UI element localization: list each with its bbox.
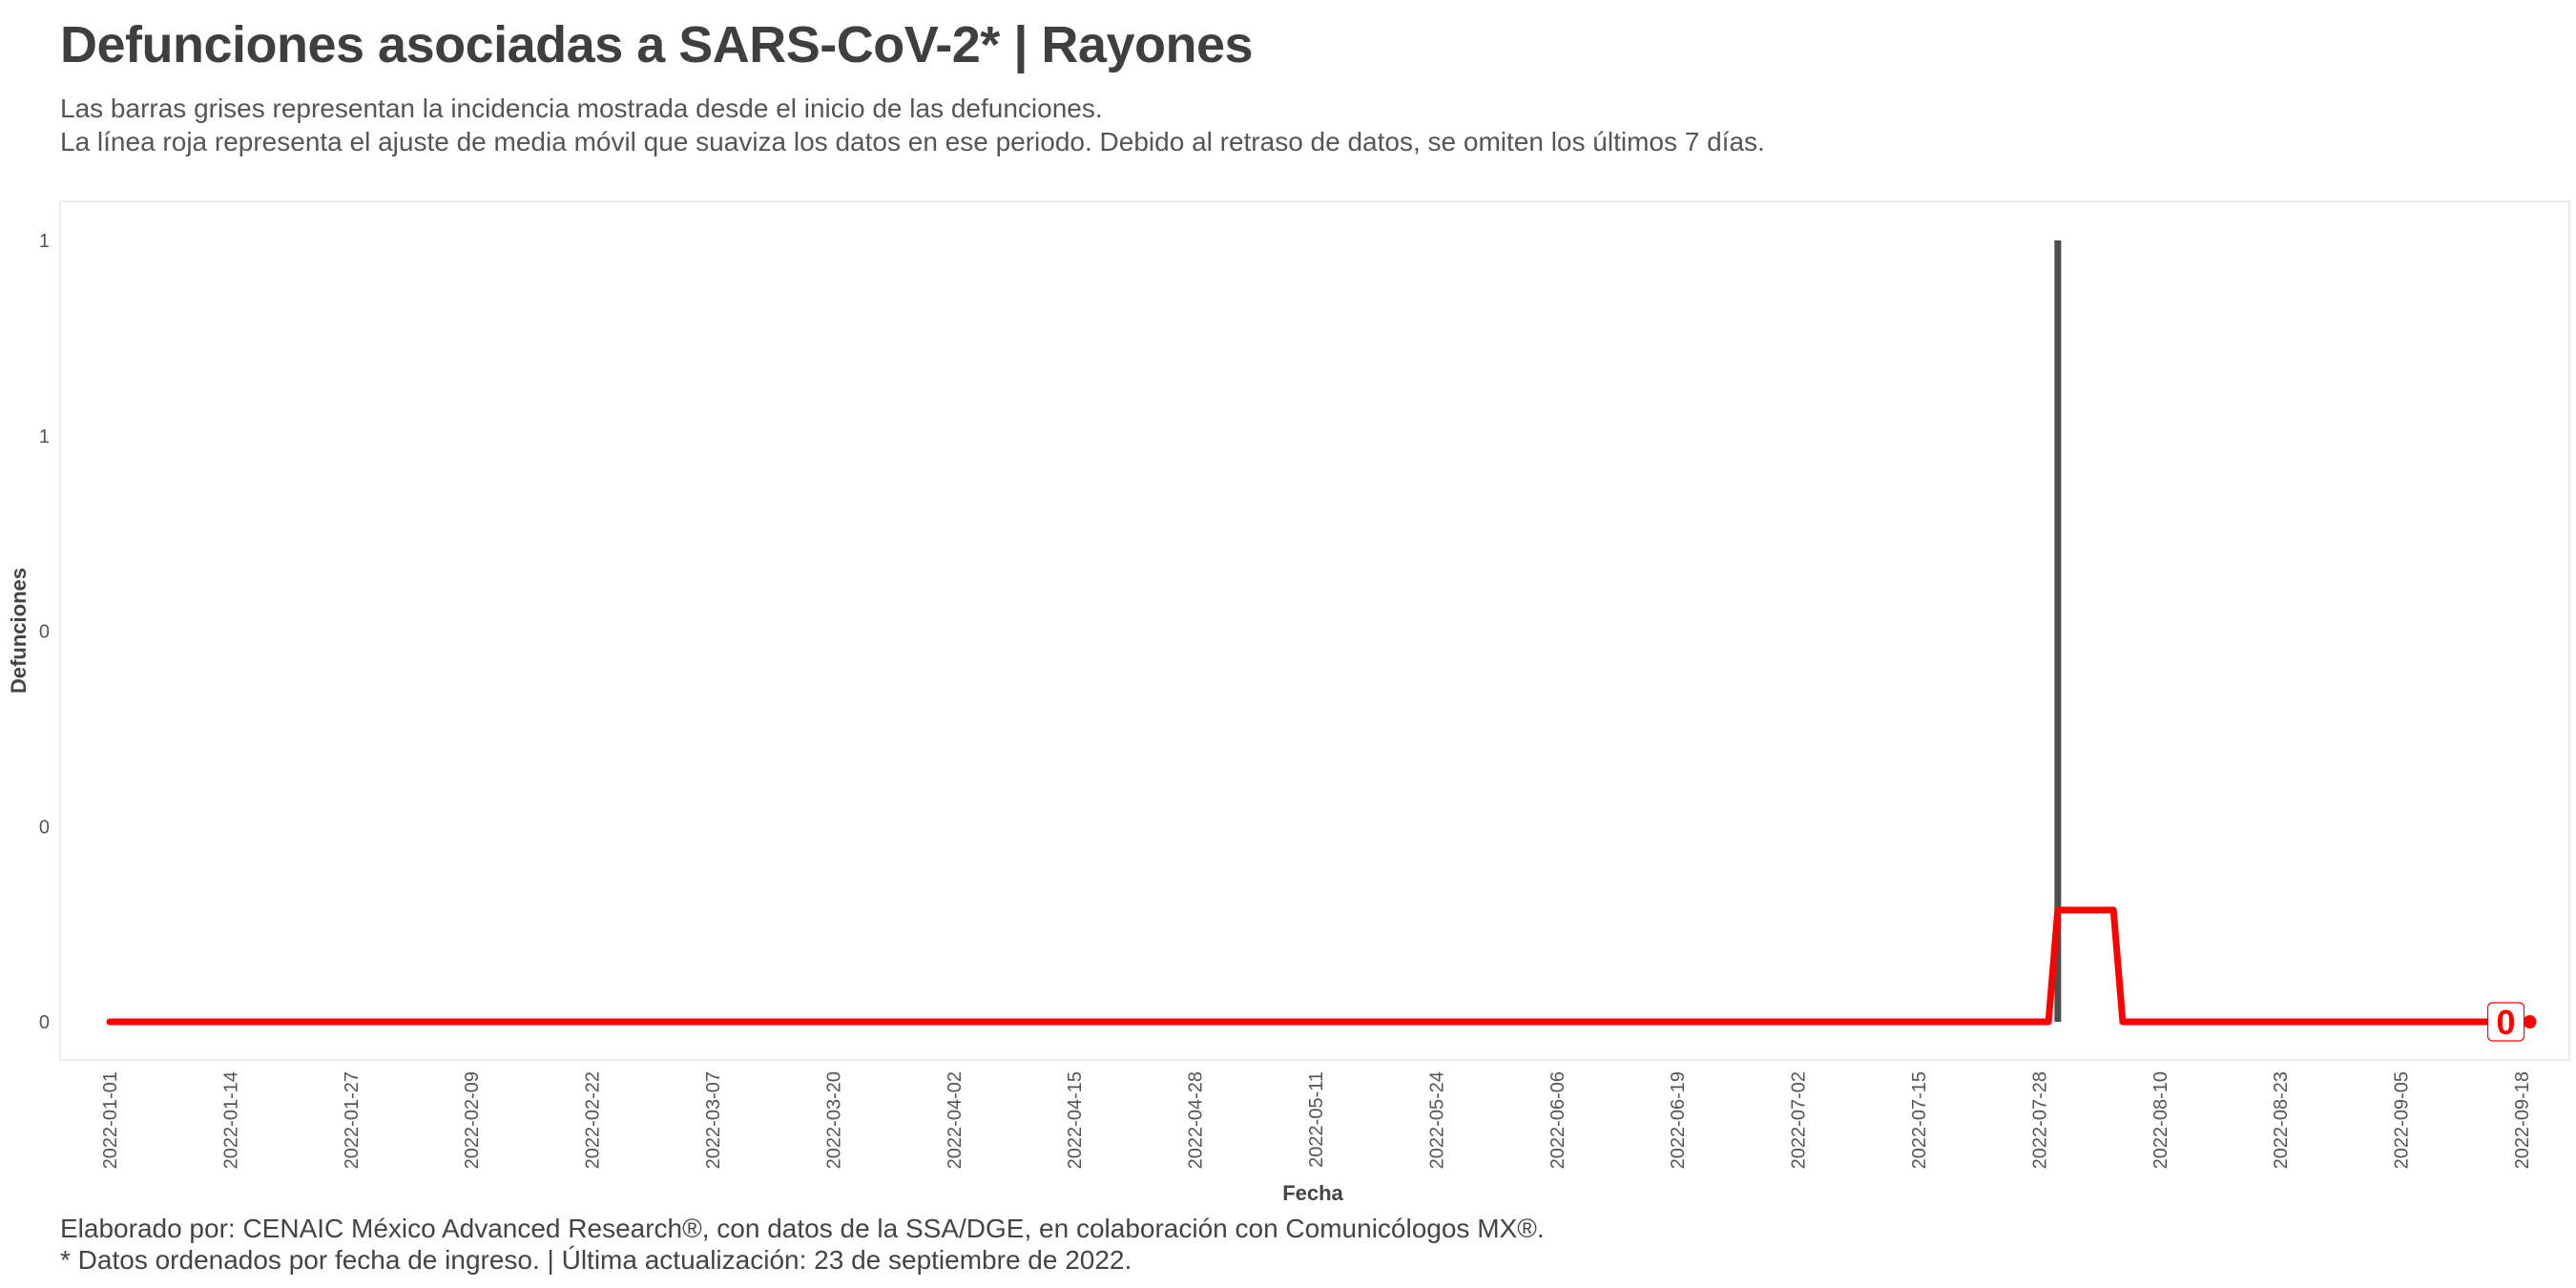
- plot-panel: [59, 200, 2570, 1061]
- x-tick-label: 2022-03-20: [823, 1071, 844, 1169]
- x-tick-label: 2022-07-15: [1909, 1071, 1930, 1169]
- x-tick-label: 2022-01-01: [100, 1071, 121, 1169]
- x-tick-label: 2022-09-18: [2512, 1071, 2533, 1169]
- x-tick-label: 2022-04-15: [1065, 1071, 1086, 1169]
- x-tick-label: 2022-08-10: [2150, 1071, 2171, 1169]
- moving-average-line: [106, 906, 2507, 1026]
- y-tick-label: 0: [39, 622, 50, 643]
- bar: [2054, 240, 2062, 1022]
- x-tick-label: 2022-02-22: [583, 1071, 604, 1169]
- chart-title: Defunciones asociadas a SARS-CoV-2* | Ra…: [60, 16, 1254, 73]
- x-tick-label: 2022-07-02: [1789, 1071, 1810, 1169]
- x-tick-label: 2022-03-07: [703, 1071, 724, 1169]
- caption-line-2: * Datos ordenados por fecha de ingreso. …: [60, 1245, 1132, 1275]
- x-tick-label: 2022-06-19: [1668, 1071, 1689, 1169]
- x-axis-ticks: 2022-01-01 2022-01-14 2022-01-27 2022-02-09…: [100, 1071, 2533, 1169]
- x-tick-label: 2022-04-28: [1186, 1071, 1207, 1169]
- y-tick-label: 1: [39, 426, 50, 447]
- end-label: 0: [2497, 1003, 2516, 1042]
- end-point: [2523, 1015, 2537, 1028]
- y-tick-label: 0: [39, 817, 50, 838]
- chart-subtitle-line-2: La línea roja representa el ajuste de me…: [60, 127, 1765, 156]
- end-label-group: 0: [2486, 1002, 2537, 1042]
- y-tick-label: 1: [39, 231, 50, 252]
- y-axis-title: Defunciones: [7, 568, 31, 694]
- x-tick-label: 2022-08-23: [2271, 1071, 2292, 1169]
- x-tick-label: 2022-07-28: [2029, 1071, 2050, 1169]
- x-tick-label: 2022-05-11: [1306, 1071, 1327, 1168]
- moving-average-series: [106, 906, 2507, 1026]
- y-axis-ticks: 0 0 0 1 1: [39, 231, 50, 1033]
- bar-series: [2054, 240, 2062, 1022]
- x-tick-label: 2022-04-02: [945, 1071, 966, 1169]
- x-tick-label: 2022-05-24: [1426, 1071, 1447, 1169]
- x-tick-label: 2022-02-09: [462, 1071, 483, 1169]
- end-label-box: [2486, 1002, 2525, 1042]
- caption-line-1: Elaborado por: CENAIC México Advanced Re…: [60, 1214, 1545, 1243]
- x-tick-label: 2022-01-14: [220, 1071, 241, 1169]
- x-axis-title: Fecha: [1282, 1181, 1343, 1205]
- x-tick-label: 2022-01-27: [342, 1071, 363, 1169]
- x-tick-label: 2022-09-05: [2392, 1071, 2413, 1169]
- x-tick-label: 2022-06-06: [1548, 1071, 1568, 1169]
- y-tick-label: 0: [39, 1012, 50, 1033]
- chart-subtitle-line-1: Las barras grises representan la inciden…: [60, 93, 1103, 123]
